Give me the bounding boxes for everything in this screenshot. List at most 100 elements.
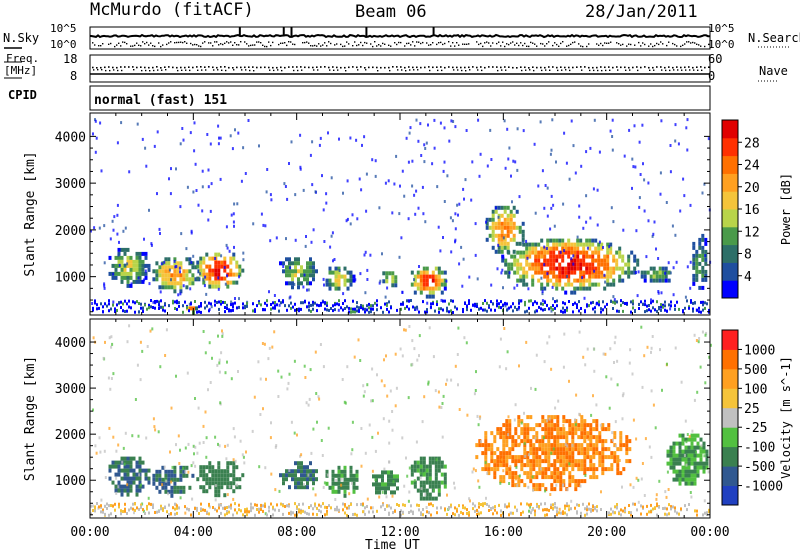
ground-scatter	[448, 506, 450, 509]
speckle	[362, 384, 365, 388]
data-cell	[117, 472, 121, 477]
noise-search-point	[464, 43, 466, 45]
noise-search-point	[496, 42, 498, 45]
data-cell	[690, 449, 694, 454]
ground-scatter	[624, 302, 626, 305]
data-cell	[597, 254, 601, 259]
nave-point	[497, 69, 499, 72]
noise-search-point	[178, 41, 180, 44]
ground-scatter	[226, 510, 228, 513]
data-cell	[309, 477, 312, 482]
speckle	[92, 132, 94, 136]
data-cell	[570, 266, 574, 271]
ground-scatter	[148, 306, 150, 310]
ground-scatter	[308, 304, 310, 308]
ground-scatter	[294, 302, 296, 306]
data-cell	[597, 250, 601, 255]
ground-scatter	[498, 302, 500, 306]
data-cell	[123, 472, 127, 477]
data-cell	[437, 274, 441, 279]
data-cell	[538, 459, 542, 464]
data-cell	[519, 262, 523, 267]
speckle	[614, 444, 617, 448]
data-cell	[669, 445, 673, 450]
data-cell	[517, 479, 521, 484]
speckle	[366, 278, 369, 281]
ground-scatter	[380, 306, 382, 310]
nave-point	[620, 66, 622, 69]
data-cell	[499, 451, 503, 456]
data-cell	[208, 284, 212, 289]
ground-scatter	[190, 302, 192, 306]
data-cell	[232, 252, 236, 257]
ground-scatter	[448, 310, 450, 314]
ground-scatter	[402, 301, 404, 305]
ground-scatter	[292, 511, 294, 515]
data-cell	[553, 463, 557, 468]
data-cell	[291, 473, 294, 478]
data-cell	[434, 472, 438, 477]
data-cell	[372, 474, 375, 479]
ground-scatter	[292, 305, 294, 309]
data-cell	[516, 258, 520, 263]
data-cell	[595, 467, 599, 472]
data-cell	[132, 480, 136, 485]
data-cell	[422, 270, 426, 275]
data-cell	[613, 435, 617, 440]
speckle	[307, 473, 310, 477]
ground-scatter	[342, 508, 344, 512]
speckle	[517, 307, 520, 311]
data-cell	[325, 469, 329, 474]
noise-search-point	[656, 42, 658, 45]
noise-search-point	[544, 45, 546, 47]
noise-search-point	[406, 42, 408, 45]
data-cell	[541, 483, 545, 488]
speckle	[697, 340, 700, 344]
noise-search-point	[344, 45, 346, 47]
data-cell	[655, 274, 659, 279]
speckle	[507, 157, 510, 161]
speckle	[273, 330, 276, 334]
data-cell	[306, 465, 309, 470]
nave-point	[412, 66, 414, 69]
data-cell	[223, 473, 227, 478]
ground-scatter	[294, 308, 296, 312]
data-cell	[606, 262, 610, 267]
speckle	[214, 498, 217, 502]
ground-scatter	[430, 502, 432, 506]
data-cell	[120, 259, 124, 264]
data-cell	[223, 260, 227, 265]
ground-scatter	[320, 510, 322, 514]
speckle	[280, 375, 283, 379]
data-cell	[550, 443, 554, 448]
data-cell	[138, 271, 142, 276]
date-title: 28/Jan/2011	[585, 2, 698, 22]
ground-scatter	[512, 302, 514, 306]
ground-scatter	[326, 308, 328, 312]
ground-scatter	[552, 503, 554, 507]
velocity-y-axis-title: Slant Range [km]	[23, 356, 38, 481]
nave-point	[437, 69, 439, 72]
data-cell	[141, 460, 145, 465]
speckle	[130, 282, 133, 286]
data-cell	[428, 464, 432, 469]
data-cell	[579, 266, 583, 271]
ground-scatter	[594, 306, 596, 310]
data-cell	[375, 478, 378, 483]
noise-search-point	[416, 41, 418, 43]
speckle	[242, 146, 245, 150]
speckle	[590, 413, 593, 417]
ground-scatter	[524, 300, 526, 304]
ground-scatter	[220, 300, 222, 303]
data-cell	[434, 274, 438, 279]
ground-scatter	[100, 302, 102, 306]
data-cell	[502, 479, 506, 484]
speckle	[268, 346, 271, 350]
speckle	[645, 255, 648, 259]
ground-scatter	[112, 303, 114, 307]
ground-scatter	[486, 301, 488, 305]
data-cell	[337, 274, 341, 279]
data-cell	[553, 471, 557, 476]
data-cell	[226, 473, 230, 478]
speckle	[423, 395, 426, 399]
